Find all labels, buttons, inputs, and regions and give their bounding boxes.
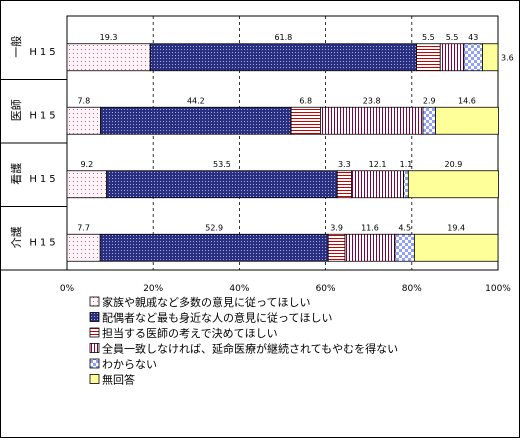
legend-label: 担当する医師の考えで決めてほしい: [102, 326, 278, 340]
legend-swatch: [89, 343, 100, 353]
data-label: 43: [468, 33, 478, 42]
bar-segment: [66, 106, 102, 135]
data-label: 5.5: [446, 33, 459, 42]
legend-label: 家族や親戚など多数の意見に従ってほしい: [102, 295, 310, 309]
group-label: 介護: [9, 226, 23, 248]
bar-segment: [435, 106, 499, 135]
data-label: 1.1: [400, 160, 413, 169]
bar-segment: [344, 233, 396, 262]
data-label: 52.9: [205, 223, 223, 232]
bar-segment: [290, 106, 321, 135]
bar-segment: [351, 170, 405, 199]
legend-swatch: [89, 374, 100, 384]
group-label: 一般: [10, 36, 23, 58]
bar-segment: [149, 43, 417, 72]
data-label: 44.2: [187, 96, 205, 105]
data-label: 3.6: [501, 53, 514, 62]
bar-segment: [463, 43, 483, 72]
group-label: 看護: [9, 163, 23, 185]
x-tick-label: 80%: [402, 284, 422, 294]
group-sublabel: H15: [29, 174, 58, 185]
legend-label: 無回答: [102, 373, 135, 387]
data-label: 5.5: [422, 33, 435, 42]
bar-segment: [394, 233, 415, 262]
legend-label: わからない: [102, 358, 157, 371]
bar-segment: [106, 170, 338, 199]
data-label: 23.8: [363, 96, 381, 105]
legend-swatch: [89, 312, 100, 322]
bar-segment: [66, 233, 101, 262]
bar-segment: [320, 106, 424, 135]
data-label: 19.3: [100, 33, 118, 42]
bar-segment: [422, 106, 436, 135]
group-label: 医師: [10, 99, 23, 121]
x-tick-label: 20%: [143, 284, 163, 294]
data-label: 7.7: [77, 223, 90, 232]
bar-segment: [66, 170, 108, 199]
bar-segment: [336, 170, 352, 199]
bar-segment: [482, 43, 499, 72]
data-label: 7.8: [77, 96, 90, 105]
data-label: 20.9: [444, 160, 462, 169]
data-label: 61.8: [274, 33, 292, 42]
bar-segment: [403, 170, 409, 199]
data-label: 3.9: [330, 223, 343, 232]
legend-swatch: [89, 327, 100, 338]
data-label: 6.8: [299, 96, 312, 105]
bar-segment: [100, 106, 292, 135]
group-sublabel: H15: [29, 110, 58, 121]
data-label: 14.6: [458, 96, 476, 105]
bar-segment: [327, 233, 346, 262]
bar-segment: [416, 43, 441, 72]
data-label: 3.3: [338, 160, 351, 169]
group-sublabel: H15: [29, 47, 58, 58]
x-tick-label: 100%: [485, 284, 511, 294]
legend-swatch: [89, 358, 100, 369]
bar-segment: [413, 233, 499, 262]
data-label: 9.2: [80, 160, 93, 169]
x-tick-label: 0%: [60, 284, 75, 294]
data-label: 53.5: [213, 160, 231, 169]
data-label: 12.1: [369, 160, 387, 169]
x-tick-label: 60%: [316, 284, 336, 294]
data-label: 11.6: [361, 223, 379, 232]
bar-segment: [99, 233, 329, 262]
legend-swatch: [89, 296, 100, 307]
bar-segment: [439, 43, 465, 72]
bar-segment: [66, 43, 151, 72]
data-label: 19.4: [447, 223, 465, 232]
legend-label: 配偶者など最も身近な人の意見に従ってほしい: [102, 311, 332, 325]
bar-segment: [407, 170, 499, 199]
data-label: 4.5: [398, 223, 411, 232]
legend-label: 全員一致しなければ、延命医療が継続されてもやむを得ない: [102, 342, 398, 356]
data-label: 2.9: [423, 96, 436, 105]
x-tick-label: 40%: [229, 284, 249, 294]
group-sublabel: H15: [29, 237, 58, 248]
